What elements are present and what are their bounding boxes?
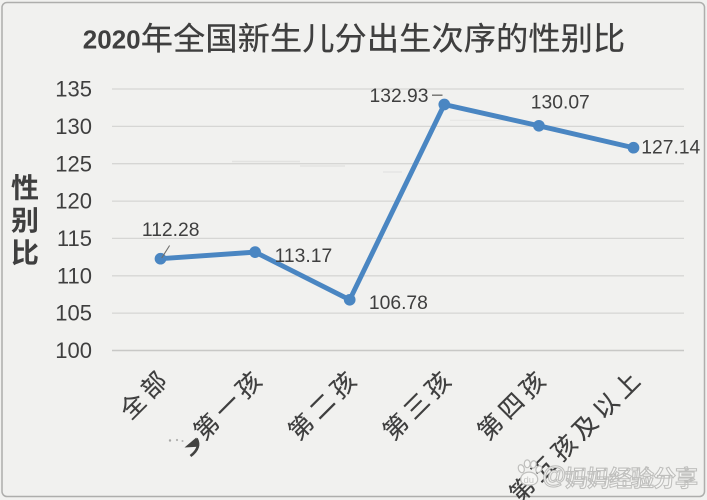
svg-text:135: 135 xyxy=(55,77,92,102)
svg-text:106.78: 106.78 xyxy=(369,293,428,314)
svg-text:127.14: 127.14 xyxy=(641,138,700,159)
svg-text:130.07: 130.07 xyxy=(531,93,590,114)
svg-text:2020: 2020 xyxy=(83,25,141,55)
svg-text:113.17: 113.17 xyxy=(275,246,333,267)
svg-text:du: du xyxy=(524,475,535,486)
svg-text:110: 110 xyxy=(57,263,92,288)
svg-text:105: 105 xyxy=(55,301,92,326)
svg-text:115: 115 xyxy=(57,226,92,251)
svg-text:112.28: 112.28 xyxy=(142,220,200,241)
svg-text:132.93: 132.93 xyxy=(370,86,429,107)
svg-text:100: 100 xyxy=(55,338,92,363)
svg-text:120: 120 xyxy=(55,189,92,214)
svg-text:130: 130 xyxy=(55,114,92,139)
svg-text:125: 125 xyxy=(55,151,92,176)
